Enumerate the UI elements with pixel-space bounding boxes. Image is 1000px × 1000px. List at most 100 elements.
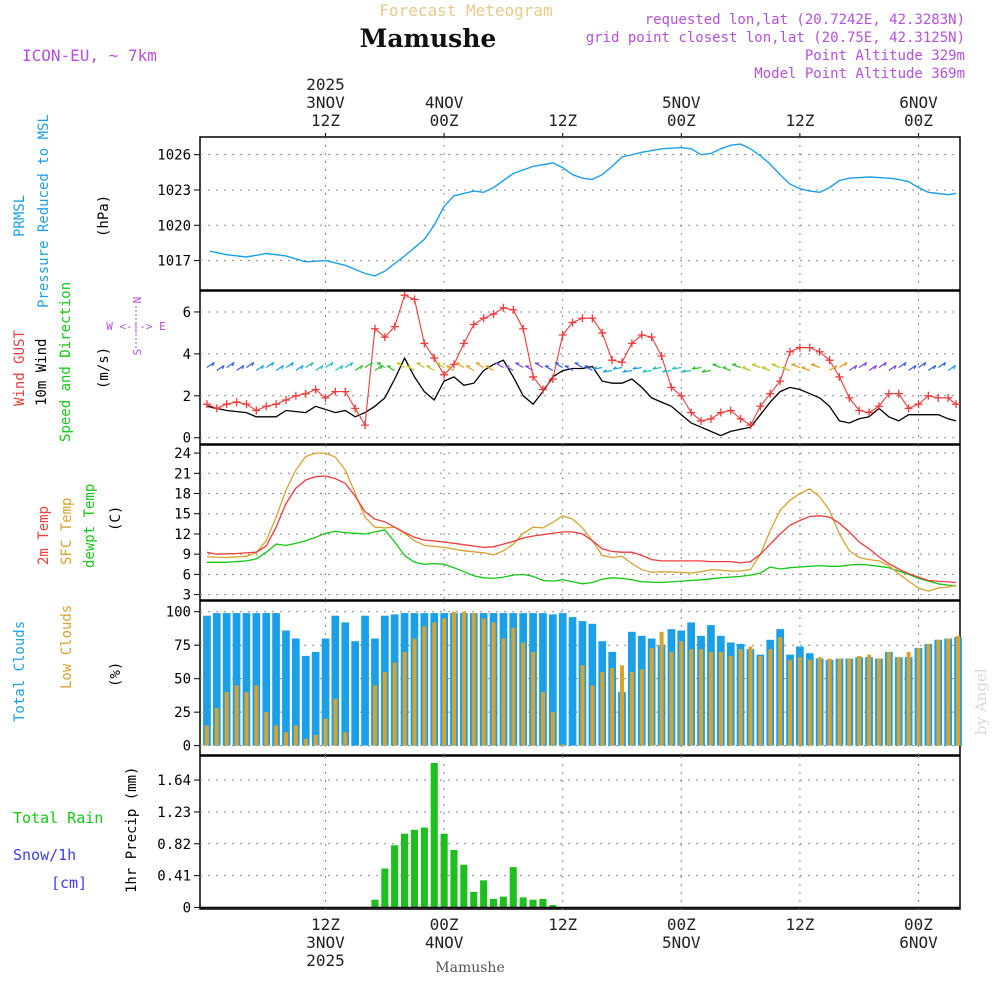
total-cloud-bar <box>301 655 310 746</box>
low-cloud-bar <box>758 655 763 746</box>
wind-direction-arrow <box>505 365 514 372</box>
snow-unit-label: [cm] <box>51 874 87 892</box>
gust-marker <box>252 406 261 415</box>
low-cloud-bar <box>521 642 526 746</box>
low-cloud-bar <box>412 638 417 746</box>
bottom-time-label: 5NOV <box>662 933 701 952</box>
wind-direction-arrow <box>612 366 623 370</box>
low-cloud-bar <box>501 638 506 746</box>
low-cloud-bar <box>659 631 664 746</box>
total-clouds-label: Total Clouds <box>12 621 28 722</box>
bottom-time-label: 6NOV <box>899 933 938 952</box>
clouds-ytick-label: 50 <box>174 672 191 688</box>
top-time-label: 4NOV <box>425 93 464 112</box>
total-cloud-bar <box>203 615 211 746</box>
low-cloud-bar <box>541 692 545 746</box>
wind-panel: Wind GUST 10m Wind Speed and Direction (… <box>12 282 961 447</box>
dewpt-line <box>206 529 957 587</box>
gust-label: Wind GUST <box>12 330 28 406</box>
low-cloud-bar <box>531 651 536 746</box>
low-cloud-bar <box>392 662 397 746</box>
wind-direction-arrow <box>937 361 947 368</box>
wind-direction-arrow <box>878 361 887 368</box>
low-cloud-bar <box>807 659 812 746</box>
top-time-label: 5NOV <box>662 93 701 112</box>
low-cloud-bar <box>886 651 891 746</box>
total-cloud-bar <box>212 613 221 746</box>
snow-label: Snow/1h <box>13 846 76 864</box>
temp-ytick-label: 6 <box>183 567 191 583</box>
wind-direction-arrow <box>662 369 672 373</box>
low-cloud-bar <box>373 685 377 746</box>
total-cloud-bar <box>341 622 350 746</box>
gust-marker <box>825 356 834 365</box>
gust-marker <box>736 414 745 423</box>
gust-marker <box>519 324 528 333</box>
wind-direction-arrow <box>354 364 364 371</box>
temp-ytick-label: 12 <box>174 527 191 543</box>
wind-direction-arrow <box>206 361 215 368</box>
low-cloud-bar <box>827 658 832 746</box>
wind-direction-arrow <box>525 365 534 372</box>
gust-marker <box>509 305 518 314</box>
point-altitude: Point Altitude 329m <box>805 48 965 64</box>
wind-direction-arrow <box>226 361 235 368</box>
temp-ytick-label: 24 <box>174 446 191 462</box>
total-rain-label: Total Rain <box>13 809 103 827</box>
gust-marker <box>291 391 300 400</box>
gust-marker <box>608 356 617 365</box>
gust-marker <box>202 400 211 409</box>
clouds-ytick-label: 75 <box>174 638 191 654</box>
pressure-ytick-label: 1020 <box>157 218 191 234</box>
low-cloud-bar <box>303 738 308 746</box>
gust-marker <box>924 391 933 400</box>
gust-marker <box>212 404 221 413</box>
gust-marker <box>370 324 379 333</box>
pressure-ytick-label: 1026 <box>157 148 191 164</box>
low-cloud-bar <box>748 646 753 746</box>
gust-marker <box>687 408 696 417</box>
sfc-temp-label: SFC Temp <box>59 498 75 565</box>
low-cloud-bar <box>343 732 348 746</box>
bottom-time-label: 12Z <box>548 915 577 934</box>
gust-marker <box>657 351 666 360</box>
low-cloud-bar <box>916 647 921 746</box>
bottom-time-label: 12Z <box>311 915 340 934</box>
wind-direction-arrow <box>741 366 751 372</box>
low-cloud-bar <box>204 725 209 746</box>
low-cloud-bar <box>432 622 437 746</box>
gust-marker <box>726 406 735 415</box>
precip-ytick-label: 0.82 <box>157 837 191 853</box>
gust-marker <box>281 395 290 404</box>
wind-direction-arrow <box>445 365 455 372</box>
wind-direction-arrow <box>672 366 682 370</box>
wind-direction-arrow <box>495 362 504 369</box>
wind-direction-arrow <box>515 362 524 369</box>
total-cloud-bar <box>262 613 271 746</box>
wind-direction-arrow <box>265 361 275 368</box>
low-cloud-bar <box>244 692 249 746</box>
gust-marker <box>588 314 597 323</box>
wind-direction-arrow <box>701 369 712 373</box>
gust-marker <box>706 414 715 423</box>
precip-ytick-label: 1.23 <box>157 805 191 821</box>
wind-direction-arrow <box>811 363 820 369</box>
gust-marker <box>578 314 587 323</box>
top-time-label: 6NOV <box>899 93 938 112</box>
temp-ytick-label: 3 <box>183 588 191 604</box>
gust-marker <box>558 331 567 340</box>
gust-marker <box>627 339 636 348</box>
precip-unit: 1hr Precip (mm) <box>124 767 140 893</box>
wind-unit: (m/s) <box>96 347 112 389</box>
model-altitude: Model Point Altitude 369m <box>754 66 965 82</box>
wind-direction-arrow <box>544 365 554 372</box>
low-cloud-bar <box>738 649 743 746</box>
top-time-label: 2025 <box>306 75 345 94</box>
total-cloud-bar <box>242 613 251 746</box>
clouds-panel: Total Clouds Low Clouds (%) by Angel 0 25… <box>12 600 990 756</box>
top-time-label: 12Z <box>785 111 814 130</box>
total-cloud-bar <box>351 641 359 746</box>
gust-marker <box>548 375 557 384</box>
low-cloud-bar <box>610 668 615 746</box>
